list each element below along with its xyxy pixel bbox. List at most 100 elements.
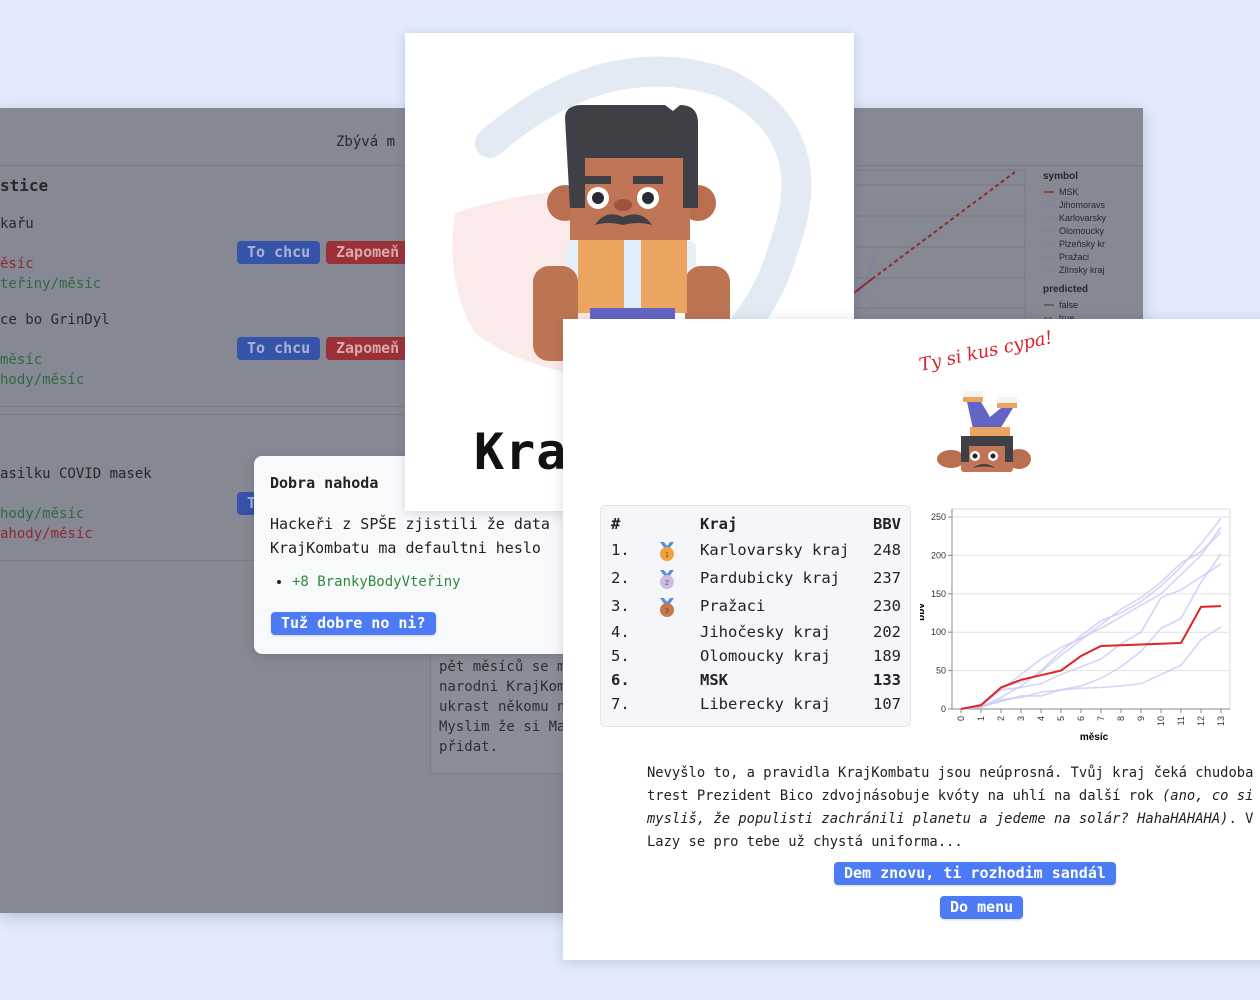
y-tick-label: 50	[936, 666, 946, 676]
game-over-heading: Ty si kus cypa!	[917, 327, 1055, 376]
header-bbv: BBV	[873, 515, 901, 533]
section-title: stice	[0, 176, 49, 195]
text-span-italic: mysliš, že populisti zachránili planetu …	[647, 811, 1229, 827]
x-tick-label: 9	[1136, 716, 1146, 721]
table-row: 6. MSK 133	[601, 668, 910, 692]
legend-label: MSK	[1059, 187, 1079, 197]
y-tick-label: 200	[931, 550, 946, 560]
item-title: asilku COVID masek	[0, 466, 152, 482]
plot-frame	[951, 508, 1231, 710]
series-line	[853, 302, 876, 321]
legend-title: symbol	[1043, 171, 1078, 182]
prediction-chart: symbol MSK Jihomoravs Karlovarsky Olomoucky…	[849, 160, 1143, 330]
y-tick-label: 0	[941, 704, 946, 714]
series-line	[960, 563, 1222, 710]
series-line	[853, 262, 876, 301]
x-tick-label: 0	[956, 716, 966, 721]
legend-title: predicted	[1043, 284, 1088, 295]
table-row: 5. Olomoucky kraj 189	[601, 644, 910, 668]
text-line: Lazy se pro tebe už chystá uniforma...	[647, 834, 963, 850]
x-tick-label: 1	[976, 716, 986, 721]
table-row: 3. 3 Pražaci 230	[601, 594, 910, 618]
bbv-chart: měsíc 0 50 100 150 200 250 0 1 2 3 4 5 6 7 8 9 10 11 12 13 b…	[916, 505, 1260, 750]
table-row: 4. Jihočesky kraj 202	[601, 620, 910, 644]
silver-medal-icon: 2	[657, 566, 677, 590]
game-over-card: Ty si kus cypa! # Kraj BBV 1. 1 Karlovarsk…	[563, 319, 1260, 960]
ranking-table: # Kraj BBV 1. 1 Karlovarsky kraj 248 2. 2 Pard…	[600, 505, 911, 727]
table-header: # Kraj BBV	[601, 512, 910, 536]
accept-button[interactable]: To chcu	[237, 337, 321, 360]
table-row: 1. 1 Karlovarsky kraj 248	[601, 538, 910, 562]
item-title: kařu	[0, 216, 34, 232]
play-again-button[interactable]: Dem znovu, ti rozhodim sandál	[834, 862, 1116, 885]
header-rank: #	[611, 515, 621, 533]
legend-label: Karlovarsky	[1059, 213, 1107, 223]
x-tick-label: 10	[1156, 716, 1166, 726]
bronze-medal-icon: 3	[657, 594, 677, 618]
text-span: . V	[1228, 811, 1254, 827]
rank: 5.	[611, 647, 630, 665]
legend-label: Jihomoravs	[1059, 200, 1106, 210]
text-line: trest Prezident Bico zdvojnásobuje kvóty…	[647, 785, 1260, 808]
modal-title: Dobra nahoda	[270, 474, 379, 492]
y-tick-label: 100	[931, 627, 946, 637]
x-tick-label: 13	[1216, 716, 1226, 726]
prediction-chart-svg: symbol MSK Jihomoravs Karlovarsky Olomoucky…	[849, 169, 1107, 330]
svg-text:2: 2	[665, 580, 669, 587]
divider	[0, 560, 420, 561]
rank: 3.	[611, 597, 630, 615]
series-line	[960, 553, 1222, 710]
kraj-name: Karlovarsky kraj	[700, 541, 850, 559]
accept-button[interactable]: To chcu	[237, 241, 321, 264]
kraj-name: Olomoucky kraj	[700, 647, 831, 665]
rank: 7.	[611, 695, 630, 713]
divider	[0, 406, 420, 407]
menu-button[interactable]: Do menu	[940, 896, 1024, 919]
header-kraj: Kraj	[700, 515, 738, 533]
story-line: narodni KrajKom	[439, 679, 566, 695]
item-title: ce bo GrinDyl	[0, 312, 110, 328]
x-tick-label: 4	[1036, 716, 1046, 721]
legend-label: Pražaci	[1059, 252, 1089, 262]
kraj-name: MSK	[700, 671, 728, 689]
text-line: mysliš, že populisti zachránili planetu …	[647, 808, 1260, 831]
rank: 4.	[611, 623, 630, 641]
modal-confirm-button[interactable]: Tuž dobre no ni?	[271, 612, 436, 635]
msk-series-line	[960, 605, 1222, 710]
bbv-value: 248	[873, 541, 901, 559]
x-axis-label: měsíc	[1080, 732, 1109, 743]
x-tick-label: 11	[1176, 716, 1186, 725]
y-tick-label: 250	[931, 512, 946, 522]
svg-text:3: 3	[665, 608, 669, 615]
legend-label: Olomoucky	[1059, 226, 1105, 236]
modal-text-line: Hackeři z SPŠE zjistili že data	[270, 515, 550, 533]
x-tick-label: 12	[1196, 716, 1206, 726]
bbv-value: 237	[873, 569, 901, 587]
bbv-value: 133	[873, 671, 901, 689]
bbv-value: 189	[873, 647, 901, 665]
divider	[0, 414, 420, 415]
rank: 2.	[611, 569, 630, 587]
modal-text-line: KrajKombatu ma defaultni heslo	[270, 539, 541, 557]
x-tick-label: 6	[1076, 716, 1086, 721]
reject-button[interactable]: Zapomeň	[326, 241, 410, 264]
bbv-value: 202	[873, 623, 901, 641]
rank: 1.	[611, 541, 630, 559]
reject-button[interactable]: Zapomeň	[326, 337, 410, 360]
fallen-character-illustration	[937, 391, 1031, 472]
modal-body: Hackeři z SPŠE zjistili že data KrajKomb…	[270, 512, 550, 560]
item-effect: ahody/měsíc	[0, 526, 93, 542]
x-tick-label: 7	[1096, 716, 1106, 721]
story-line: ukrast někomu n	[439, 699, 566, 715]
story-line: přidat.	[439, 739, 499, 755]
kraj-name: Jihočesky kraj	[700, 623, 831, 641]
table-row: 2. 2 Pardubicky kraj 237	[601, 566, 910, 590]
item-effect: měsíc	[0, 352, 43, 368]
bbv-value: 107	[873, 695, 901, 713]
bbv-value: 230	[873, 597, 901, 615]
legend-label: Plzeňsky kr	[1059, 239, 1105, 249]
story-line: pět měsíců se m	[439, 659, 566, 675]
modal-effects-list: +8 BrankyBodyVteřiny	[276, 574, 461, 590]
kraj-name: Pardubicky kraj	[700, 569, 840, 587]
